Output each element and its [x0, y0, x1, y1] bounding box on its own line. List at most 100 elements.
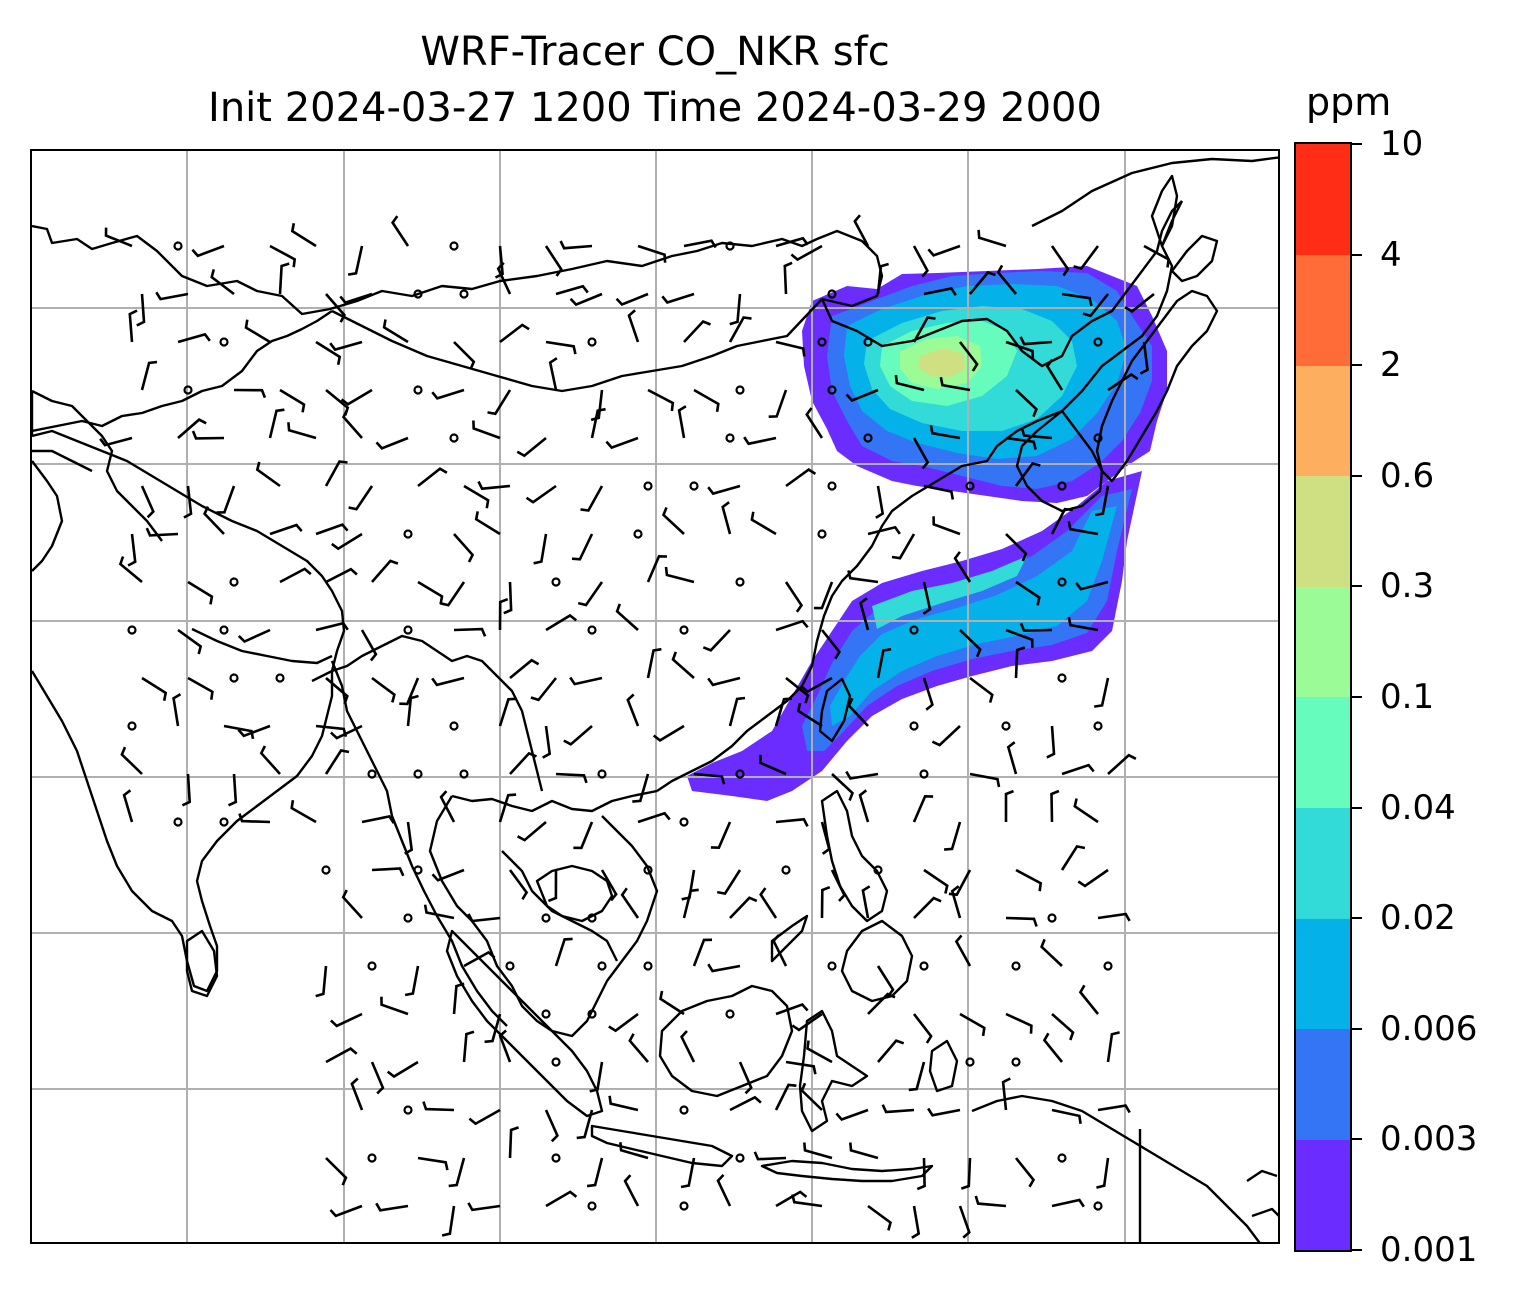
wind-barb: [290, 222, 317, 248]
calm-wind-circle: [1093, 433, 1103, 443]
wind-barb: [783, 261, 793, 295]
wind-barb: [806, 1040, 833, 1064]
wind-barb: [431, 676, 465, 687]
wind-barb: [140, 360, 158, 391]
calm-wind-circle: [863, 337, 873, 347]
coastlines: [32, 156, 1278, 1242]
lesser-sunda: [760, 1159, 934, 1183]
wind-barb: [1014, 1157, 1036, 1188]
wind-barb: [683, 239, 717, 249]
wind-barb: [99, 436, 133, 447]
wind-barb: [1051, 1013, 1075, 1041]
wind-barb: [803, 1142, 833, 1160]
wind-barb: [954, 934, 972, 967]
wind-barb: [569, 676, 603, 686]
wind-barb: [664, 566, 695, 584]
wind-barb: [774, 697, 793, 727]
calm-wind-circle: [219, 625, 229, 635]
calm-wind-circle: [679, 625, 689, 635]
wind-barb: [498, 1029, 512, 1063]
wind-barb: [710, 821, 732, 850]
wind-barb: [1061, 763, 1095, 776]
wind-barb: [1005, 1012, 1033, 1034]
calm-wind-circle: [827, 481, 837, 491]
calm-wind-circle: [367, 961, 377, 971]
wind-barb: [805, 407, 824, 439]
wind-barb: [875, 485, 885, 519]
calm-wind-circle: [735, 769, 745, 779]
wind-barb: [877, 1039, 905, 1063]
calm-wind-circle: [689, 481, 699, 491]
wind-barb: [922, 581, 932, 615]
calm-wind-circle: [873, 865, 883, 875]
colorbar-tick: [1352, 143, 1362, 145]
wind-barb: [329, 340, 363, 352]
wind-barb: [463, 950, 496, 968]
wind-barb: [1050, 789, 1060, 823]
colorbar-tick-label: 0.006: [1380, 1008, 1478, 1049]
wind-barb: [453, 627, 487, 637]
wind-barb: [509, 751, 537, 775]
wind-barb: [791, 1194, 823, 1208]
wind-barb: [547, 869, 558, 903]
wind-barb: [238, 813, 271, 824]
wind-barb: [545, 340, 577, 355]
wind-barb: [268, 408, 285, 439]
wind-barb: [404, 821, 414, 855]
wind-barb: [503, 581, 513, 615]
colorbar-tick-label: 0.02: [1380, 898, 1456, 939]
calm-wind-circle: [817, 337, 827, 347]
wind-barb: [1061, 292, 1093, 307]
calm-wind-circle: [173, 241, 183, 251]
wind-barb: [1040, 938, 1063, 967]
wind-barb: [894, 374, 925, 392]
wind-barb: [847, 570, 879, 584]
colorbar-tick: [1352, 253, 1362, 256]
wind-barb: [682, 888, 699, 919]
wind-barb: [661, 292, 695, 305]
wind-barb: [1005, 340, 1035, 360]
luzon: [820, 789, 889, 923]
wind-barb: [391, 215, 410, 247]
wind-barb: [122, 789, 134, 823]
wind-barb: [608, 1095, 639, 1112]
wind-barb: [325, 1157, 348, 1186]
wind-barb: [729, 896, 758, 919]
calm-wind-circle: [367, 769, 377, 779]
wind-barb: [590, 389, 604, 422]
calm-wind-circle: [1001, 721, 1011, 731]
calm-wind-circle: [827, 289, 837, 299]
calm-wind-circle: [725, 241, 735, 251]
wind-barb: [891, 533, 916, 560]
wind-barb: [554, 937, 573, 967]
wind-barb: [728, 316, 752, 343]
wind-barb: [600, 869, 618, 902]
wind-barb: [586, 1157, 604, 1188]
wind-barb: [269, 244, 297, 268]
wind-barb: [325, 567, 358, 584]
calm-wind-circle: [183, 385, 193, 395]
calm-wind-circle: [909, 625, 919, 635]
calm-wind-circle: [413, 385, 423, 395]
wind-barb: [417, 580, 444, 605]
wind-barb: [467, 913, 501, 923]
wind-barb: [876, 647, 892, 679]
wind-barb: [453, 341, 476, 370]
wind-barb: [1082, 293, 1110, 318]
wind-barb: [104, 227, 133, 248]
wind-barb: [1143, 244, 1171, 268]
map-panel: [30, 149, 1280, 1244]
wind-barb: [881, 1104, 915, 1114]
wind-barb: [516, 436, 547, 458]
wind-barb: [785, 468, 817, 488]
wind-barb: [233, 388, 267, 399]
wind-barb: [237, 724, 271, 738]
calm-wind-circle: [827, 385, 837, 395]
calm-wind-circle: [403, 529, 413, 539]
wind-barb: [646, 647, 662, 679]
wind-barb: [508, 1126, 520, 1159]
calm-wind-circle: [965, 1057, 975, 1067]
wind-barb: [210, 269, 235, 296]
calm-wind-circle: [413, 289, 423, 299]
wind-barb: [1001, 1077, 1011, 1111]
